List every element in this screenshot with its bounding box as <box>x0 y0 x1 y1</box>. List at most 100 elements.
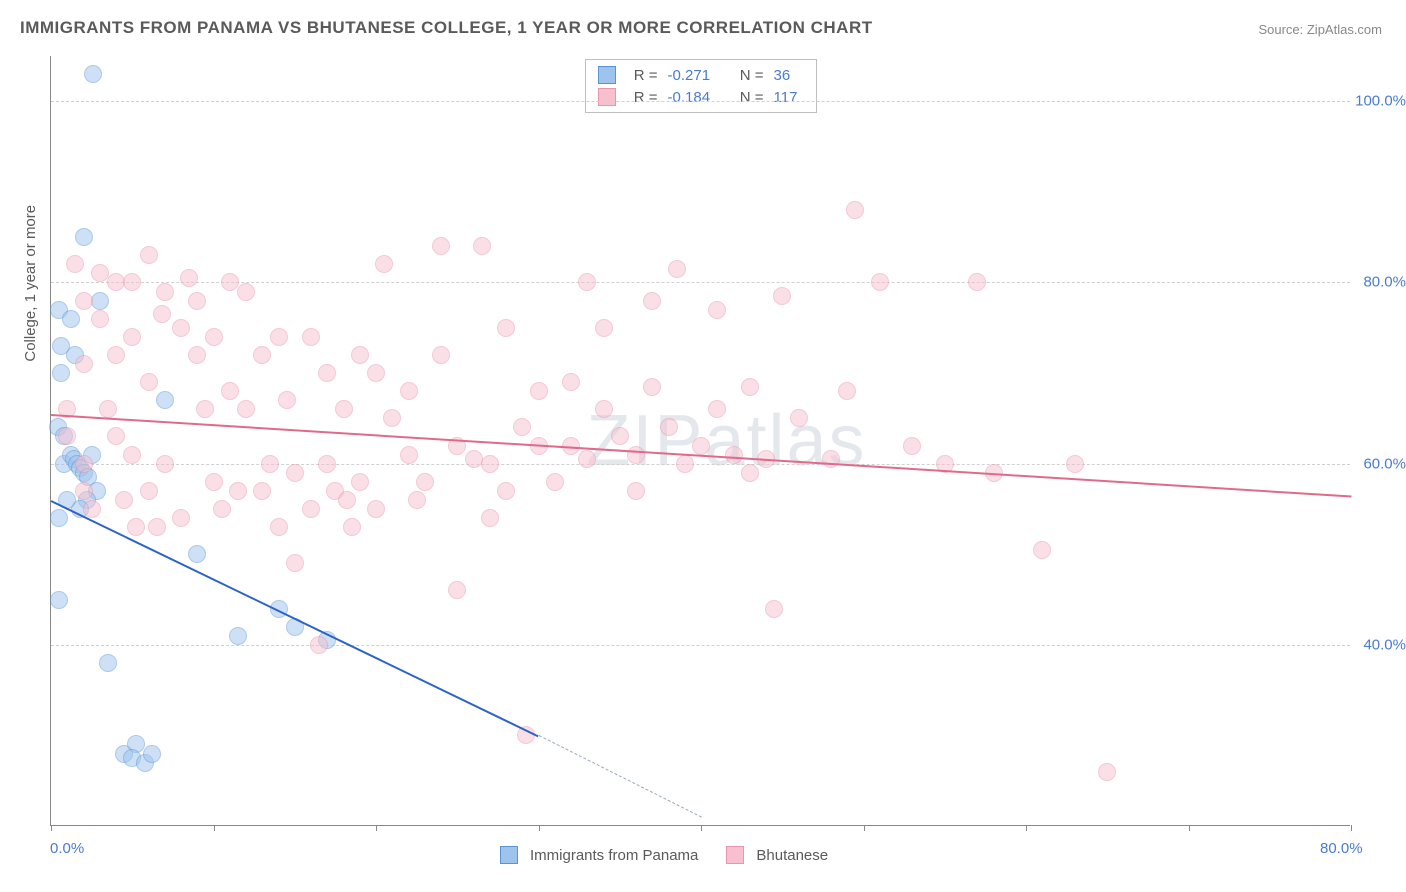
scatter-point <box>143 745 161 763</box>
x-tick <box>1351 825 1352 831</box>
scatter-point <box>115 491 133 509</box>
r-value: -0.271 <box>668 67 724 84</box>
scatter-point <box>107 346 125 364</box>
scatter-point <box>595 400 613 418</box>
scatter-point <box>578 450 596 468</box>
legend-item: Bhutanese <box>726 846 828 864</box>
scatter-point <box>213 500 231 518</box>
scatter-point <box>513 418 531 436</box>
scatter-point <box>180 269 198 287</box>
legend-swatch <box>726 846 744 864</box>
x-tick <box>1026 825 1027 831</box>
scatter-point <box>416 473 434 491</box>
scatter-point <box>99 654 117 672</box>
y-tick-label: 80.0% <box>1363 274 1406 291</box>
scatter-point <box>75 292 93 310</box>
scatter-point <box>903 437 921 455</box>
scatter-point <box>270 328 288 346</box>
scatter-point <box>270 518 288 536</box>
scatter-point <box>351 473 369 491</box>
scatter-point <box>261 455 279 473</box>
scatter-point <box>52 337 70 355</box>
scatter-point <box>741 464 759 482</box>
scatter-point <box>286 464 304 482</box>
scatter-point <box>871 273 889 291</box>
scatter-point <box>75 355 93 373</box>
scatter-point <box>578 273 596 291</box>
scatter-point <box>676 455 694 473</box>
scatter-point <box>708 400 726 418</box>
scatter-point <box>91 264 109 282</box>
n-value: 117 <box>774 89 804 106</box>
scatter-point <box>497 482 515 500</box>
scatter-point <box>668 260 686 278</box>
scatter-point <box>156 391 174 409</box>
scatter-point <box>156 455 174 473</box>
legend-row: R =-0.184N =117 <box>598 86 804 108</box>
trend-line <box>51 500 539 737</box>
scatter-point <box>708 301 726 319</box>
y-axis-label: College, 1 year or more <box>22 205 39 362</box>
source-link[interactable]: ZipAtlas.com <box>1307 22 1382 37</box>
legend-row: R =-0.271N =36 <box>598 64 804 86</box>
scatter-point <box>237 400 255 418</box>
scatter-point <box>1033 541 1051 559</box>
scatter-point <box>172 319 190 337</box>
scatter-point <box>611 427 629 445</box>
scatter-point <box>302 500 320 518</box>
scatter-point <box>253 482 271 500</box>
x-tick-label: 80.0% <box>1320 840 1363 857</box>
scatter-point <box>660 418 678 436</box>
scatter-point <box>375 255 393 273</box>
scatter-point <box>1066 455 1084 473</box>
scatter-point <box>123 328 141 346</box>
trend-line <box>51 414 1351 498</box>
scatter-point <box>838 382 856 400</box>
scatter-point <box>627 482 645 500</box>
scatter-point <box>497 319 515 337</box>
scatter-point <box>83 500 101 518</box>
scatter-point <box>91 292 109 310</box>
scatter-point <box>318 455 336 473</box>
scatter-point <box>846 201 864 219</box>
scatter-point <box>473 237 491 255</box>
scatter-point <box>188 346 206 364</box>
x-tick <box>376 825 377 831</box>
scatter-point <box>302 328 320 346</box>
scatter-point <box>338 491 356 509</box>
scatter-point <box>367 364 385 382</box>
x-tick <box>1189 825 1190 831</box>
scatter-point <box>367 500 385 518</box>
scatter-point <box>400 446 418 464</box>
scatter-point <box>99 400 117 418</box>
scatter-point <box>50 591 68 609</box>
scatter-point <box>383 409 401 427</box>
scatter-point <box>643 378 661 396</box>
scatter-point <box>229 482 247 500</box>
scatter-point <box>123 273 141 291</box>
scatter-point <box>62 310 80 328</box>
scatter-point <box>188 545 206 563</box>
legend-correlation: R =-0.271N =36R =-0.184N =117 <box>585 59 817 113</box>
scatter-point <box>432 346 450 364</box>
x-tick <box>864 825 865 831</box>
scatter-point <box>725 446 743 464</box>
n-value: 36 <box>774 67 804 84</box>
scatter-point <box>140 482 158 500</box>
scatter-point <box>58 427 76 445</box>
y-tick-label: 100.0% <box>1355 93 1406 110</box>
scatter-point <box>310 636 328 654</box>
r-value: -0.184 <box>668 89 724 106</box>
scatter-point <box>229 627 247 645</box>
n-label: N = <box>734 67 764 84</box>
x-tick <box>51 825 52 831</box>
scatter-point <box>481 509 499 527</box>
scatter-point <box>205 473 223 491</box>
scatter-point <box>765 600 783 618</box>
scatter-point <box>278 391 296 409</box>
scatter-point <box>107 427 125 445</box>
scatter-point <box>448 581 466 599</box>
x-tick <box>214 825 215 831</box>
scatter-point <box>343 518 361 536</box>
scatter-point <box>205 328 223 346</box>
